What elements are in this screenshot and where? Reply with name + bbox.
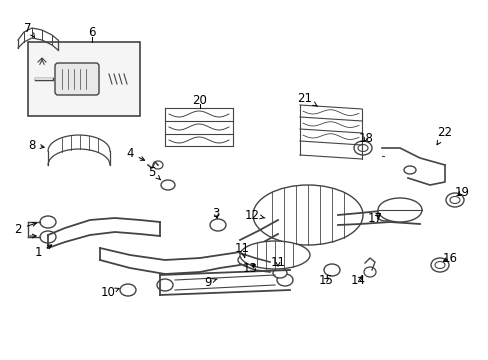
Text: 4: 4 bbox=[126, 147, 144, 160]
Text: 20: 20 bbox=[192, 94, 207, 107]
Text: 21: 21 bbox=[297, 91, 317, 107]
Text: 13: 13 bbox=[242, 261, 257, 274]
Text: 14: 14 bbox=[350, 274, 365, 287]
Text: 5: 5 bbox=[148, 166, 160, 180]
Ellipse shape bbox=[157, 279, 173, 291]
Ellipse shape bbox=[238, 255, 251, 265]
Ellipse shape bbox=[252, 185, 362, 245]
Ellipse shape bbox=[403, 166, 415, 174]
Ellipse shape bbox=[161, 180, 175, 190]
Text: 8: 8 bbox=[28, 139, 44, 152]
Ellipse shape bbox=[40, 216, 56, 228]
Text: 11: 11 bbox=[234, 242, 249, 257]
Ellipse shape bbox=[324, 264, 339, 276]
Ellipse shape bbox=[89, 70, 107, 88]
Text: 2: 2 bbox=[14, 222, 36, 235]
Ellipse shape bbox=[377, 198, 421, 222]
Text: 18: 18 bbox=[358, 131, 373, 144]
Ellipse shape bbox=[276, 274, 292, 286]
Text: 3: 3 bbox=[212, 207, 219, 220]
Ellipse shape bbox=[357, 144, 367, 152]
Text: 17: 17 bbox=[367, 212, 382, 225]
FancyBboxPatch shape bbox=[55, 63, 99, 95]
Ellipse shape bbox=[272, 268, 286, 278]
Text: 19: 19 bbox=[453, 185, 468, 198]
Ellipse shape bbox=[445, 193, 463, 207]
Text: 22: 22 bbox=[436, 126, 451, 145]
Ellipse shape bbox=[120, 284, 136, 296]
Ellipse shape bbox=[153, 161, 163, 169]
Text: 7: 7 bbox=[24, 22, 35, 37]
Ellipse shape bbox=[209, 219, 225, 231]
Bar bbox=[28, 42, 140, 116]
Text: 15: 15 bbox=[318, 274, 333, 287]
Text: 10: 10 bbox=[101, 287, 119, 300]
Ellipse shape bbox=[449, 197, 459, 203]
Ellipse shape bbox=[363, 267, 375, 277]
Ellipse shape bbox=[430, 258, 448, 272]
Text: 16: 16 bbox=[442, 252, 457, 265]
Ellipse shape bbox=[376, 209, 392, 221]
Text: 9: 9 bbox=[204, 275, 217, 288]
Ellipse shape bbox=[434, 261, 444, 269]
Ellipse shape bbox=[40, 231, 56, 243]
Ellipse shape bbox=[353, 141, 371, 155]
Text: 11: 11 bbox=[270, 256, 285, 269]
Ellipse shape bbox=[42, 69, 62, 89]
Text: 1: 1 bbox=[34, 245, 52, 260]
Ellipse shape bbox=[240, 241, 309, 269]
Text: 6: 6 bbox=[88, 26, 96, 39]
Text: 12: 12 bbox=[244, 208, 264, 221]
